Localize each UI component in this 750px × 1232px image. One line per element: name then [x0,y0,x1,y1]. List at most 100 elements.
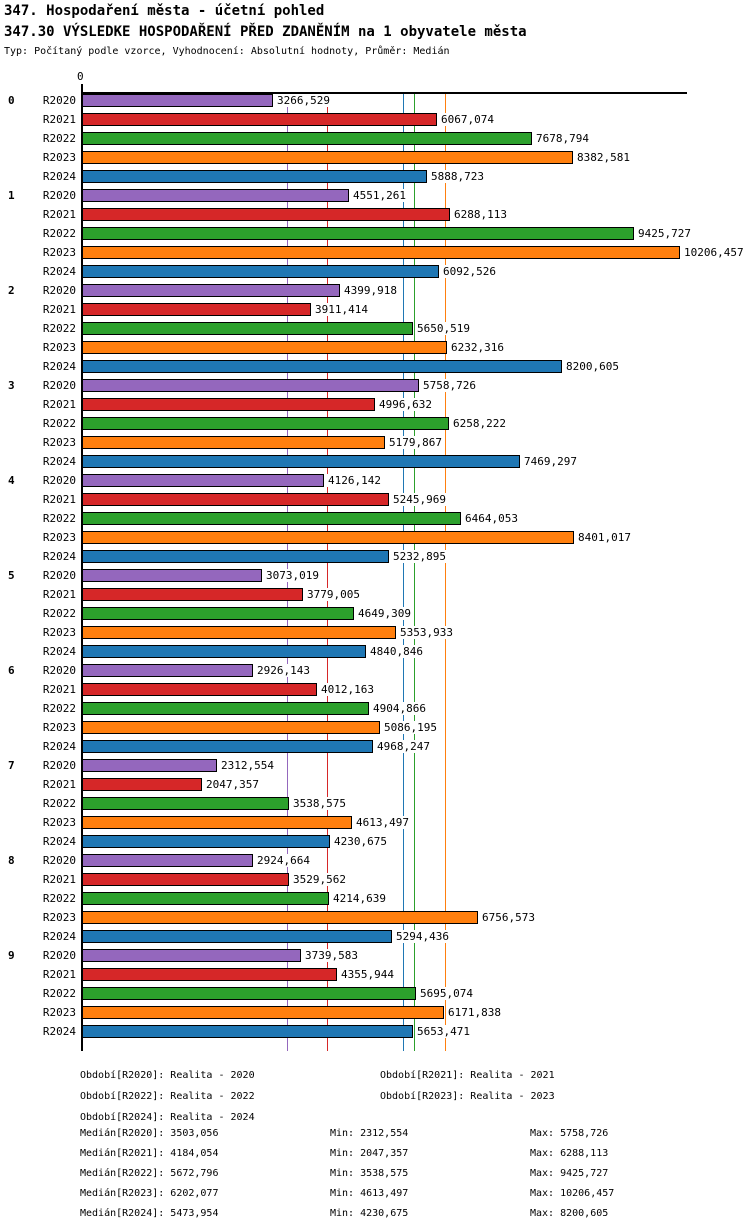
row-label: R2023 [42,531,76,544]
bar-value-label: 2926,143 [256,664,311,677]
bar-R2021 [82,303,311,316]
bar-R2022 [82,227,634,240]
bar-R2022 [82,512,461,525]
bar-value-label: 4649,309 [357,607,412,620]
row-label: R2024 [42,265,76,278]
bar-value-label: 6756,573 [481,911,536,924]
bar-R2023 [82,436,385,449]
row-label: R2023 [42,911,76,924]
chart-meta: Typ: Počítaný podle vzorce, Vyhodnocení:… [4,46,450,57]
bar-R2022 [82,322,413,335]
row-label: R2022 [42,417,76,430]
bar-value-label: 10206,457 [683,246,745,259]
bar-value-label: 5086,195 [383,721,438,734]
bar-R2024 [82,170,427,183]
row-label: R2024 [42,930,76,943]
row-label: R2021 [42,493,76,506]
bar-R2023 [82,531,574,544]
group-label: 4 [8,474,15,487]
stat-median: Medián[R2024]: 5473,954 [80,1208,219,1219]
row-label: R2023 [42,151,76,164]
bar-value-label: 3779,005 [306,588,361,601]
bar-value-label: 5650,519 [416,322,471,335]
bar-R2021 [82,968,337,981]
x-axis-line [81,92,687,94]
bar-R2021 [82,683,317,696]
bar-value-label: 6067,074 [440,113,495,126]
bar-value-label: 4230,675 [333,835,388,848]
bar-R2023 [82,246,680,259]
group-label: 1 [8,189,15,202]
bar-R2023 [82,721,380,734]
bar-value-label: 5888,723 [430,170,485,183]
row-label: R2023 [42,721,76,734]
period-legend-item: Období[R2020]: Realita - 2020 [80,1070,255,1081]
bar-R2021 [82,113,437,126]
row-label: R2021 [42,303,76,316]
row-label: R2023 [42,816,76,829]
bar-R2023 [82,626,396,639]
row-label: R2022 [42,797,76,810]
row-label: R2024 [42,550,76,563]
stat-min: Min: 2312,554 [330,1128,409,1139]
row-label: R2020 [42,189,76,202]
bar-value-label: 3073,019 [265,569,320,582]
row-label: R2021 [42,208,76,221]
bar-value-label: 4996,632 [378,398,433,411]
row-label: R2024 [42,360,76,373]
bar-R2020 [82,474,324,487]
row-label: R2022 [42,987,76,1000]
bar-R2020 [82,379,419,392]
bar-value-label: 5294,436 [395,930,450,943]
period-legend-item: Období[R2024]: Realita - 2024 [80,1112,255,1123]
bar-R2024 [82,1025,413,1038]
bar-R2023 [82,151,573,164]
bar-value-label: 2312,554 [220,759,275,772]
row-label: R2021 [42,873,76,886]
period-legend-item: Období[R2023]: Realita - 2023 [380,1091,555,1102]
bar-R2024 [82,740,373,753]
bar-value-label: 7678,794 [535,132,590,145]
median-line-R2021 [327,93,328,1051]
bar-value-label: 4126,142 [327,474,382,487]
stat-max: Max: 5758,726 [530,1128,609,1139]
bar-value-label: 3911,414 [314,303,369,316]
bar-R2020 [82,94,273,107]
group-label: 3 [8,379,15,392]
bar-value-label: 4399,918 [343,284,398,297]
bar-R2023 [82,341,447,354]
bar-R2021 [82,778,202,791]
row-label: R2024 [42,835,76,848]
bar-R2020 [82,664,253,677]
bar-value-label: 4012,163 [320,683,375,696]
row-label: R2021 [42,398,76,411]
bar-R2021 [82,208,450,221]
row-label: R2022 [42,227,76,240]
bar-R2021 [82,873,289,886]
row-label: R2022 [42,892,76,905]
stat-max: Max: 8200,605 [530,1208,609,1219]
row-label: R2020 [42,759,76,772]
bar-R2022 [82,607,354,620]
bar-value-label: 2047,357 [205,778,260,791]
row-label: R2024 [42,1025,76,1038]
bar-value-label: 4355,944 [340,968,395,981]
bar-value-label: 8382,581 [576,151,631,164]
bar-R2021 [82,398,375,411]
stat-max: Max: 10206,457 [530,1188,615,1199]
row-label: R2020 [42,854,76,867]
bar-R2024 [82,645,366,658]
bar-value-label: 4214,639 [332,892,387,905]
row-label: R2022 [42,132,76,145]
bar-R2023 [82,1006,444,1019]
stat-min: Min: 4230,675 [330,1208,409,1219]
bar-value-label: 8401,017 [577,531,632,544]
median-line-R2022 [414,93,415,1051]
row-label: R2021 [42,778,76,791]
row-label: R2023 [42,436,76,449]
group-label: 2 [8,284,15,297]
bar-value-label: 5245,969 [392,493,447,506]
bar-R2020 [82,189,349,202]
period-legend-item: Období[R2021]: Realita - 2021 [380,1070,555,1081]
